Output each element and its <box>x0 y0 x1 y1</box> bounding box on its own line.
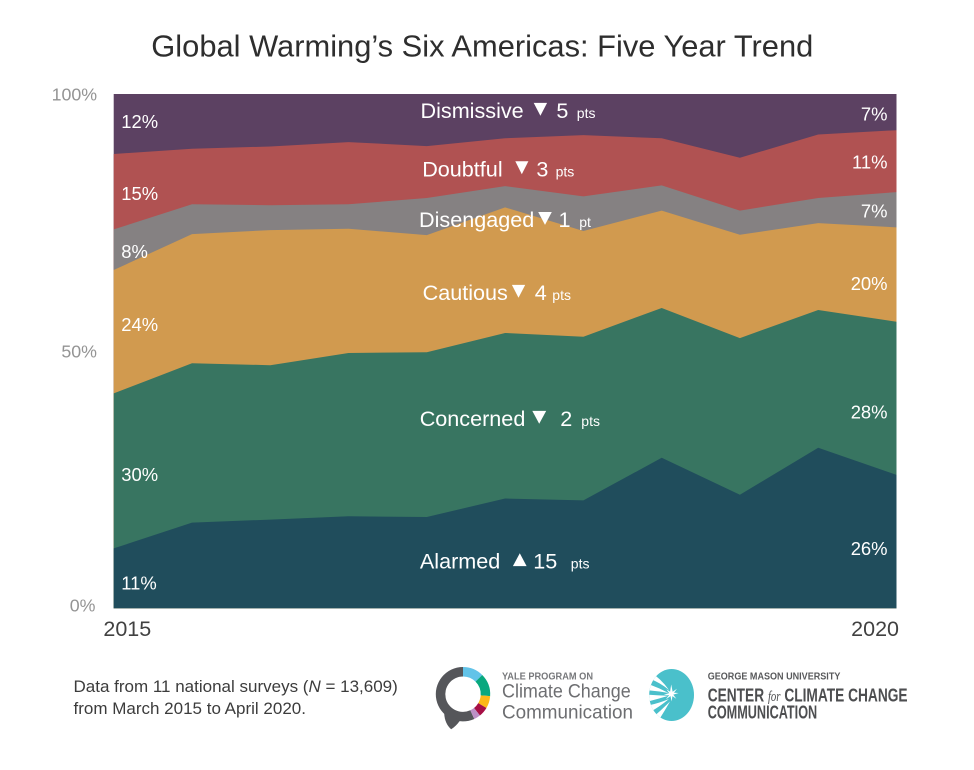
svg-text:Disengaged: Disengaged <box>419 207 534 232</box>
svg-text:0%: 0% <box>70 596 96 616</box>
svg-text:12%: 12% <box>121 111 158 132</box>
svg-text:5: 5 <box>556 98 568 123</box>
svg-text:11%: 11% <box>121 572 156 593</box>
svg-text:30%: 30% <box>121 464 158 485</box>
svg-text:15%: 15% <box>121 183 158 204</box>
svg-text:3: 3 <box>536 156 548 181</box>
svg-text:20%: 20% <box>851 273 888 294</box>
svg-text:28%: 28% <box>851 401 888 422</box>
svg-text:Global Warming’s Six Americas:: Global Warming’s Six Americas: Five Year… <box>151 30 813 64</box>
svg-text:pts: pts <box>577 105 596 121</box>
svg-text:4: 4 <box>535 280 547 305</box>
svg-text:pt: pt <box>579 214 591 230</box>
svg-text:7%: 7% <box>861 200 888 221</box>
svg-text:Dismissive: Dismissive <box>421 98 524 123</box>
svg-text:50%: 50% <box>61 341 97 361</box>
svg-text:YALE PROGRAM ON: YALE PROGRAM ON <box>502 671 593 682</box>
svg-text:pts: pts <box>581 413 600 429</box>
svg-text:Alarmed: Alarmed <box>420 548 500 573</box>
svg-text:7%: 7% <box>861 103 888 124</box>
svg-text:24%: 24% <box>121 314 158 335</box>
svg-text:100%: 100% <box>52 84 98 104</box>
svg-text:Communication: Communication <box>502 701 633 723</box>
svg-text:26%: 26% <box>851 538 888 559</box>
svg-text:CENTER for CLIMATE CHANGE: CENTER for CLIMATE CHANGE <box>708 685 908 706</box>
svg-text:pts: pts <box>571 555 590 571</box>
svg-text:15: 15 <box>533 548 557 573</box>
svg-text:pts: pts <box>552 287 571 303</box>
svg-text:Data from 11 national surveys: Data from 11 national surveys (N = 13,60… <box>74 677 398 696</box>
svg-text:Climate Change: Climate Change <box>502 681 631 703</box>
svg-text:8%: 8% <box>121 241 148 262</box>
svg-text:2015: 2015 <box>103 617 151 641</box>
svg-text:Cautious: Cautious <box>423 280 508 305</box>
svg-text:2: 2 <box>560 406 572 431</box>
svg-text:pts: pts <box>556 163 575 179</box>
svg-text:GEORGE MASON UNIVERSITY: GEORGE MASON UNIVERSITY <box>708 672 841 683</box>
svg-text:from March 2015 to April 2020.: from March 2015 to April 2020. <box>74 699 306 718</box>
svg-text:11%: 11% <box>852 152 887 173</box>
svg-text:Doubtful: Doubtful <box>422 156 502 181</box>
svg-text:1: 1 <box>559 207 571 232</box>
svg-text:COMMUNICATION: COMMUNICATION <box>708 702 818 723</box>
svg-text:Concerned: Concerned <box>420 406 526 431</box>
svg-text:2020: 2020 <box>851 617 899 641</box>
